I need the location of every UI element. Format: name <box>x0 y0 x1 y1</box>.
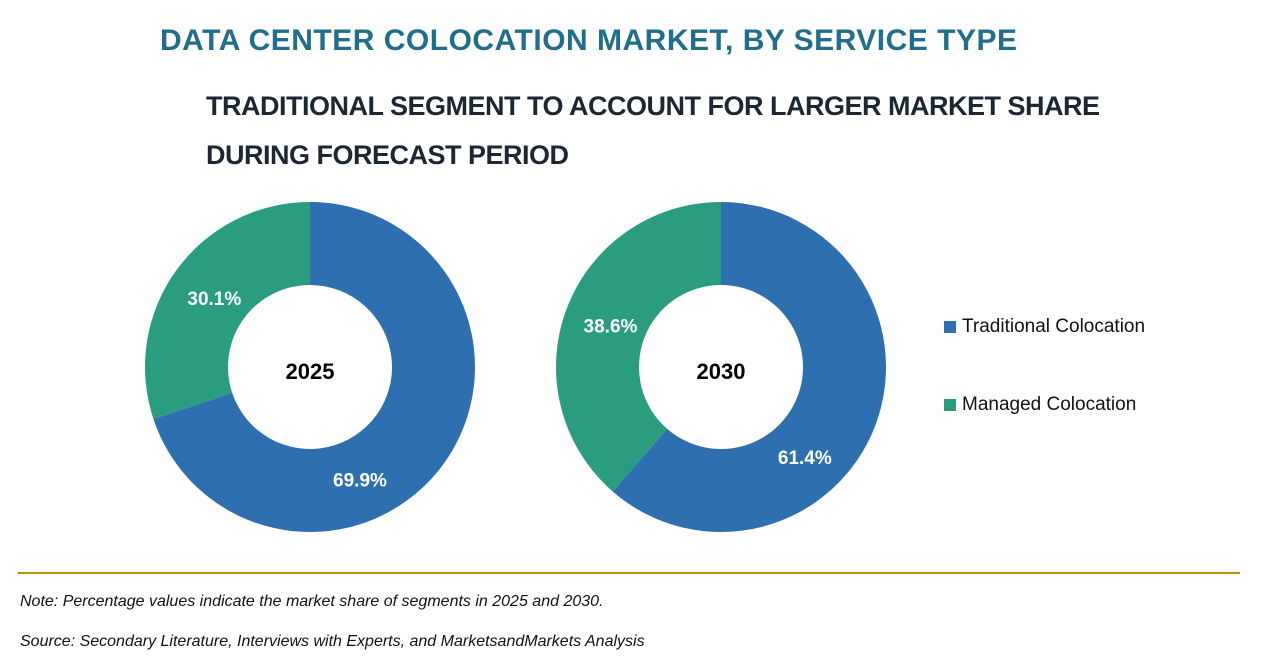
legend-item-managed: Managed Colocation <box>944 394 1136 416</box>
donut-slice-managed <box>556 201 721 492</box>
divider <box>18 572 1240 574</box>
donut-slice-traditional <box>153 202 475 532</box>
chart-subtitle: TRADITIONAL SEGMENT TO ACCOUNT FOR LARGE… <box>206 91 1100 170</box>
slice-value-label: 38.6% <box>584 317 638 338</box>
donut-slice-traditional <box>612 202 886 532</box>
legend-label: Managed Colocation <box>962 394 1137 415</box>
legend-swatch <box>944 399 956 411</box>
slice-value-label: 30.1% <box>187 289 241 310</box>
donut-center-year: 2025 <box>286 359 335 384</box>
legend-item-traditional: Traditional Colocation <box>944 316 1145 338</box>
donut-center-year: 2030 <box>697 359 746 384</box>
chart-title: DATA CENTER COLOCATION MARKET, BY SERVIC… <box>160 24 1018 57</box>
legend-swatch <box>944 321 956 333</box>
slice-value-label: 69.9% <box>333 470 387 491</box>
slice-value-label: 61.4% <box>778 448 832 469</box>
legend-label: Traditional Colocation <box>962 316 1146 337</box>
note-text: Note: Percentage values indicate the mar… <box>20 593 604 610</box>
donut-slice-managed <box>144 201 310 419</box>
source-text: Source: Secondary Literature, Interviews… <box>20 633 645 650</box>
